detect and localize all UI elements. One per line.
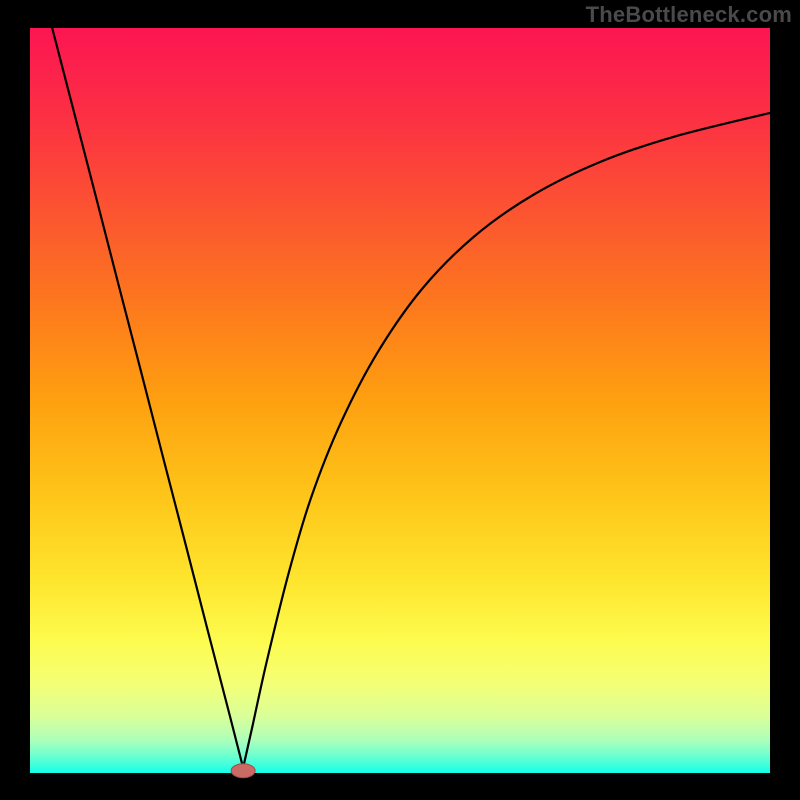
chart-container: { "meta": { "watermark": "TheBottleneck.…	[0, 0, 800, 800]
curve-vertex-marker	[231, 764, 255, 778]
bottleneck-curve-chart	[0, 0, 800, 800]
plot-background-gradient	[30, 28, 770, 773]
watermark-text: TheBottleneck.com	[586, 2, 792, 28]
